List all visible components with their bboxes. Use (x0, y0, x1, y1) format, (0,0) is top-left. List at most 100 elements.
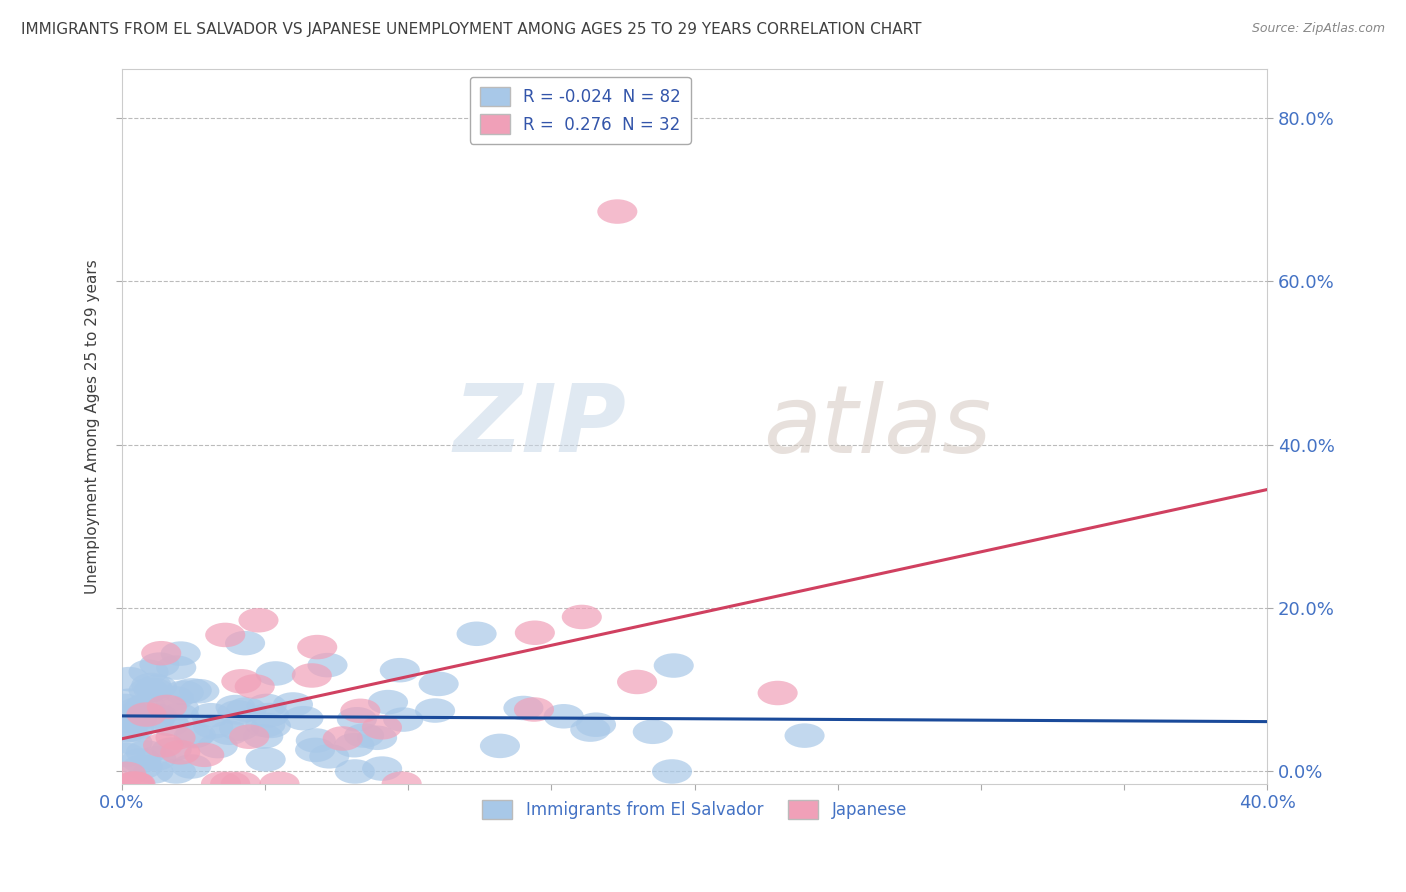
Ellipse shape (368, 690, 408, 714)
Ellipse shape (134, 708, 174, 733)
Ellipse shape (322, 726, 363, 751)
Ellipse shape (136, 674, 177, 699)
Ellipse shape (184, 742, 225, 767)
Ellipse shape (309, 744, 349, 769)
Text: IMMIGRANTS FROM EL SALVADOR VS JAPANESE UNEMPLOYMENT AMONG AGES 25 TO 29 YEARS C: IMMIGRANTS FROM EL SALVADOR VS JAPANESE … (21, 22, 921, 37)
Ellipse shape (128, 678, 169, 703)
Ellipse shape (598, 199, 637, 224)
Ellipse shape (156, 725, 195, 750)
Ellipse shape (381, 772, 422, 796)
Ellipse shape (785, 723, 824, 747)
Ellipse shape (122, 755, 162, 780)
Ellipse shape (363, 756, 402, 780)
Ellipse shape (250, 714, 291, 739)
Ellipse shape (134, 678, 174, 702)
Ellipse shape (125, 740, 166, 764)
Ellipse shape (419, 672, 458, 696)
Ellipse shape (479, 733, 520, 758)
Ellipse shape (256, 661, 295, 686)
Ellipse shape (226, 698, 267, 722)
Ellipse shape (249, 703, 290, 727)
Ellipse shape (191, 703, 231, 728)
Ellipse shape (160, 641, 201, 665)
Ellipse shape (361, 715, 402, 739)
Ellipse shape (292, 664, 332, 688)
Ellipse shape (225, 631, 266, 656)
Ellipse shape (205, 623, 245, 648)
Ellipse shape (104, 742, 145, 767)
Ellipse shape (114, 717, 155, 741)
Ellipse shape (115, 772, 156, 796)
Ellipse shape (758, 681, 797, 706)
Ellipse shape (136, 747, 176, 771)
Ellipse shape (134, 759, 173, 784)
Ellipse shape (193, 714, 233, 739)
Ellipse shape (136, 704, 177, 728)
Ellipse shape (176, 723, 215, 747)
Ellipse shape (515, 621, 555, 645)
Ellipse shape (415, 698, 456, 723)
Ellipse shape (110, 689, 149, 713)
Ellipse shape (335, 759, 375, 784)
Ellipse shape (114, 772, 153, 796)
Ellipse shape (118, 698, 157, 722)
Ellipse shape (221, 772, 262, 796)
Ellipse shape (141, 641, 181, 665)
Ellipse shape (125, 694, 166, 718)
Ellipse shape (344, 723, 384, 747)
Ellipse shape (335, 733, 374, 757)
Text: ZIP: ZIP (453, 380, 626, 472)
Ellipse shape (357, 725, 396, 750)
Ellipse shape (243, 724, 283, 748)
Ellipse shape (273, 692, 314, 717)
Ellipse shape (308, 653, 347, 677)
Ellipse shape (198, 734, 238, 758)
Ellipse shape (159, 703, 200, 728)
Ellipse shape (229, 724, 269, 749)
Ellipse shape (201, 772, 240, 796)
Text: Source: ZipAtlas.com: Source: ZipAtlas.com (1251, 22, 1385, 36)
Ellipse shape (246, 694, 287, 718)
Ellipse shape (156, 759, 195, 784)
Ellipse shape (457, 622, 496, 646)
Ellipse shape (633, 720, 673, 744)
Ellipse shape (503, 696, 544, 720)
Ellipse shape (209, 772, 250, 796)
Ellipse shape (111, 708, 152, 733)
Ellipse shape (384, 707, 423, 731)
Legend: Immigrants from El Salvador, Japanese: Immigrants from El Salvador, Japanese (475, 793, 914, 825)
Ellipse shape (143, 733, 183, 757)
Ellipse shape (121, 748, 162, 772)
Ellipse shape (156, 656, 197, 680)
Ellipse shape (117, 707, 156, 731)
Ellipse shape (110, 667, 149, 691)
Ellipse shape (654, 653, 693, 678)
Ellipse shape (172, 678, 212, 703)
Ellipse shape (180, 679, 219, 704)
Ellipse shape (215, 695, 256, 719)
Ellipse shape (239, 608, 278, 632)
Ellipse shape (127, 702, 166, 727)
Ellipse shape (115, 772, 155, 796)
Ellipse shape (172, 755, 211, 779)
Ellipse shape (617, 670, 657, 694)
Ellipse shape (235, 674, 274, 698)
Ellipse shape (297, 635, 337, 659)
Ellipse shape (209, 721, 249, 745)
Ellipse shape (146, 695, 187, 719)
Ellipse shape (337, 707, 377, 731)
Ellipse shape (160, 740, 200, 764)
Y-axis label: Unemployment Among Ages 25 to 29 years: Unemployment Among Ages 25 to 29 years (86, 259, 100, 593)
Ellipse shape (153, 686, 194, 710)
Ellipse shape (340, 698, 381, 723)
Text: atlas: atlas (763, 381, 991, 472)
Ellipse shape (652, 759, 692, 784)
Ellipse shape (221, 669, 262, 694)
Ellipse shape (515, 698, 554, 722)
Ellipse shape (284, 706, 323, 731)
Ellipse shape (246, 747, 285, 772)
Ellipse shape (139, 652, 180, 677)
Ellipse shape (114, 703, 155, 727)
Ellipse shape (174, 724, 214, 748)
Ellipse shape (105, 762, 146, 786)
